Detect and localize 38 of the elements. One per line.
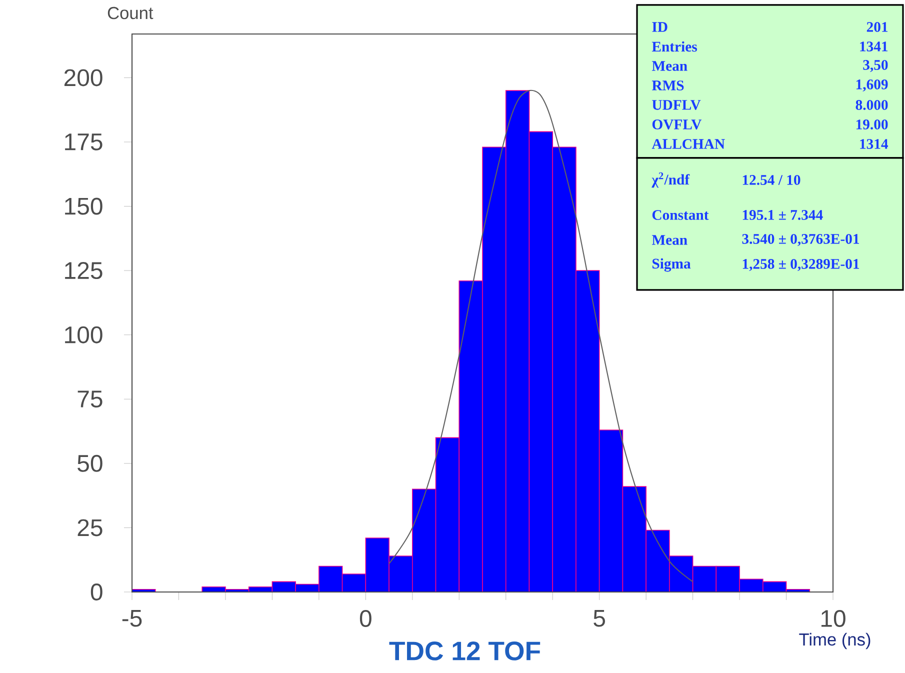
text: 1314	[860, 139, 888, 149]
annotation: Mean	[652, 235, 688, 245]
x-tick-label: -5	[122, 610, 142, 627]
y-tick-label: 25	[78, 519, 102, 536]
y-axis-title: Count	[108, 6, 154, 20]
annotation: UDFLV	[652, 100, 701, 110]
y-tick-label: 75	[78, 390, 102, 408]
annotation: 1,258 ± 0,3289E-01	[742, 258, 859, 272]
text: 8.000	[856, 100, 888, 110]
annotation: 12.54 / 10	[742, 175, 800, 185]
y-tick-label: 125	[65, 262, 102, 280]
text: 1,609	[856, 79, 888, 92]
annotation: 3.540 ± 0,3763E-01	[742, 234, 859, 246]
y-tick-label: 175	[65, 134, 102, 150]
annotation: Mean	[652, 61, 688, 71]
x-tick-label: 0	[360, 610, 372, 628]
y-tick-label: 0	[90, 583, 102, 600]
annotation: χ$^{2}$/ndf	[652, 172, 690, 188]
annotation: ALLCHAN	[652, 139, 725, 149]
annotation: RMS	[652, 80, 684, 90]
annotation: Constant	[652, 210, 709, 220]
text: TDC 12 TOF	[389, 642, 540, 660]
text: 3,50	[863, 60, 888, 72]
annotation: OVFLV	[652, 120, 702, 130]
text: 19.00	[856, 120, 888, 130]
x-axis-title: Time (ns)	[799, 632, 870, 650]
y-tick-label: 200	[64, 69, 102, 86]
x-tick-label: 10	[821, 610, 846, 628]
text: 201	[866, 22, 888, 32]
annotation: Sigma	[652, 258, 691, 272]
y-tick-label: 50	[78, 454, 102, 472]
y-tick-label: 150	[65, 198, 102, 215]
text: ID	[652, 22, 668, 32]
y-tick-label: 100	[65, 326, 102, 344]
annotation: 195.1 ± 7.344	[742, 210, 823, 220]
text: 1341	[860, 42, 888, 52]
annotation: Entries	[652, 41, 697, 52]
x-tick-label: 5	[594, 610, 606, 627]
